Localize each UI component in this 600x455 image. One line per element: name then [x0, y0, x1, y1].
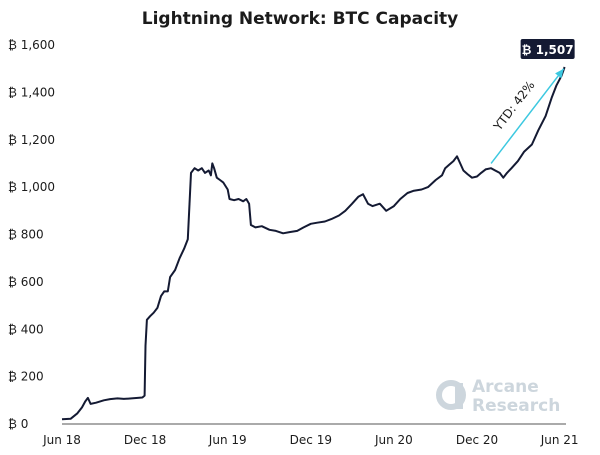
value-callout: ₿ 1,507	[520, 39, 575, 60]
x-tick-label: Dec 20	[456, 433, 498, 447]
arcane-logo-icon	[436, 380, 466, 410]
watermark-line1: Arcane	[472, 377, 539, 397]
y-axis: ₿ 0 ₿ 200 ₿ 400 ₿ 600 ₿ 800 ₿ 1,000 ₿ 1,200 ₿ 1…	[8, 38, 55, 431]
y-tick-label: ₿ 400	[8, 322, 44, 336]
ytd-arrow	[490, 68, 565, 164]
watermark: Arcane Research	[436, 377, 560, 416]
y-tick-label: ₿ 1,000	[8, 180, 55, 194]
x-tick-label: Jun 21	[540, 433, 579, 447]
x-tick-label: Dec 18	[124, 433, 166, 447]
callout-value: ₿ 1,507	[522, 43, 574, 57]
x-tick-label: Dec 19	[290, 433, 332, 447]
y-tick-label: ₿ 600	[8, 275, 44, 289]
ytd-arrowhead	[555, 68, 564, 79]
y-tick-label: ₿ 1,200	[8, 133, 55, 147]
x-tick-label: Jun 18	[42, 433, 81, 447]
y-tick-label: ₿ 1,400	[8, 85, 55, 99]
callout-background	[520, 39, 575, 60]
series-line	[61, 66, 566, 421]
y-tick-label: ₿ 800	[8, 228, 44, 242]
x-axis: Jun 18 Dec 18 Jun 19 Dec 19 Jun 20 Dec 20 Jun …	[42, 433, 578, 447]
x-tick-label: Jun 19	[208, 433, 247, 447]
ytd-label: YTD: 42%	[490, 78, 537, 134]
y-tick-label: ₿ 1,600	[8, 38, 55, 52]
x-tick-label: Jun 20	[374, 433, 413, 447]
y-tick-label: ₿ 0	[8, 417, 28, 431]
chart-title: Lightning Network: BTC Capacity	[142, 9, 459, 29]
y-tick-label: ₿ 200	[8, 370, 44, 384]
watermark-line2: Research	[472, 396, 560, 416]
